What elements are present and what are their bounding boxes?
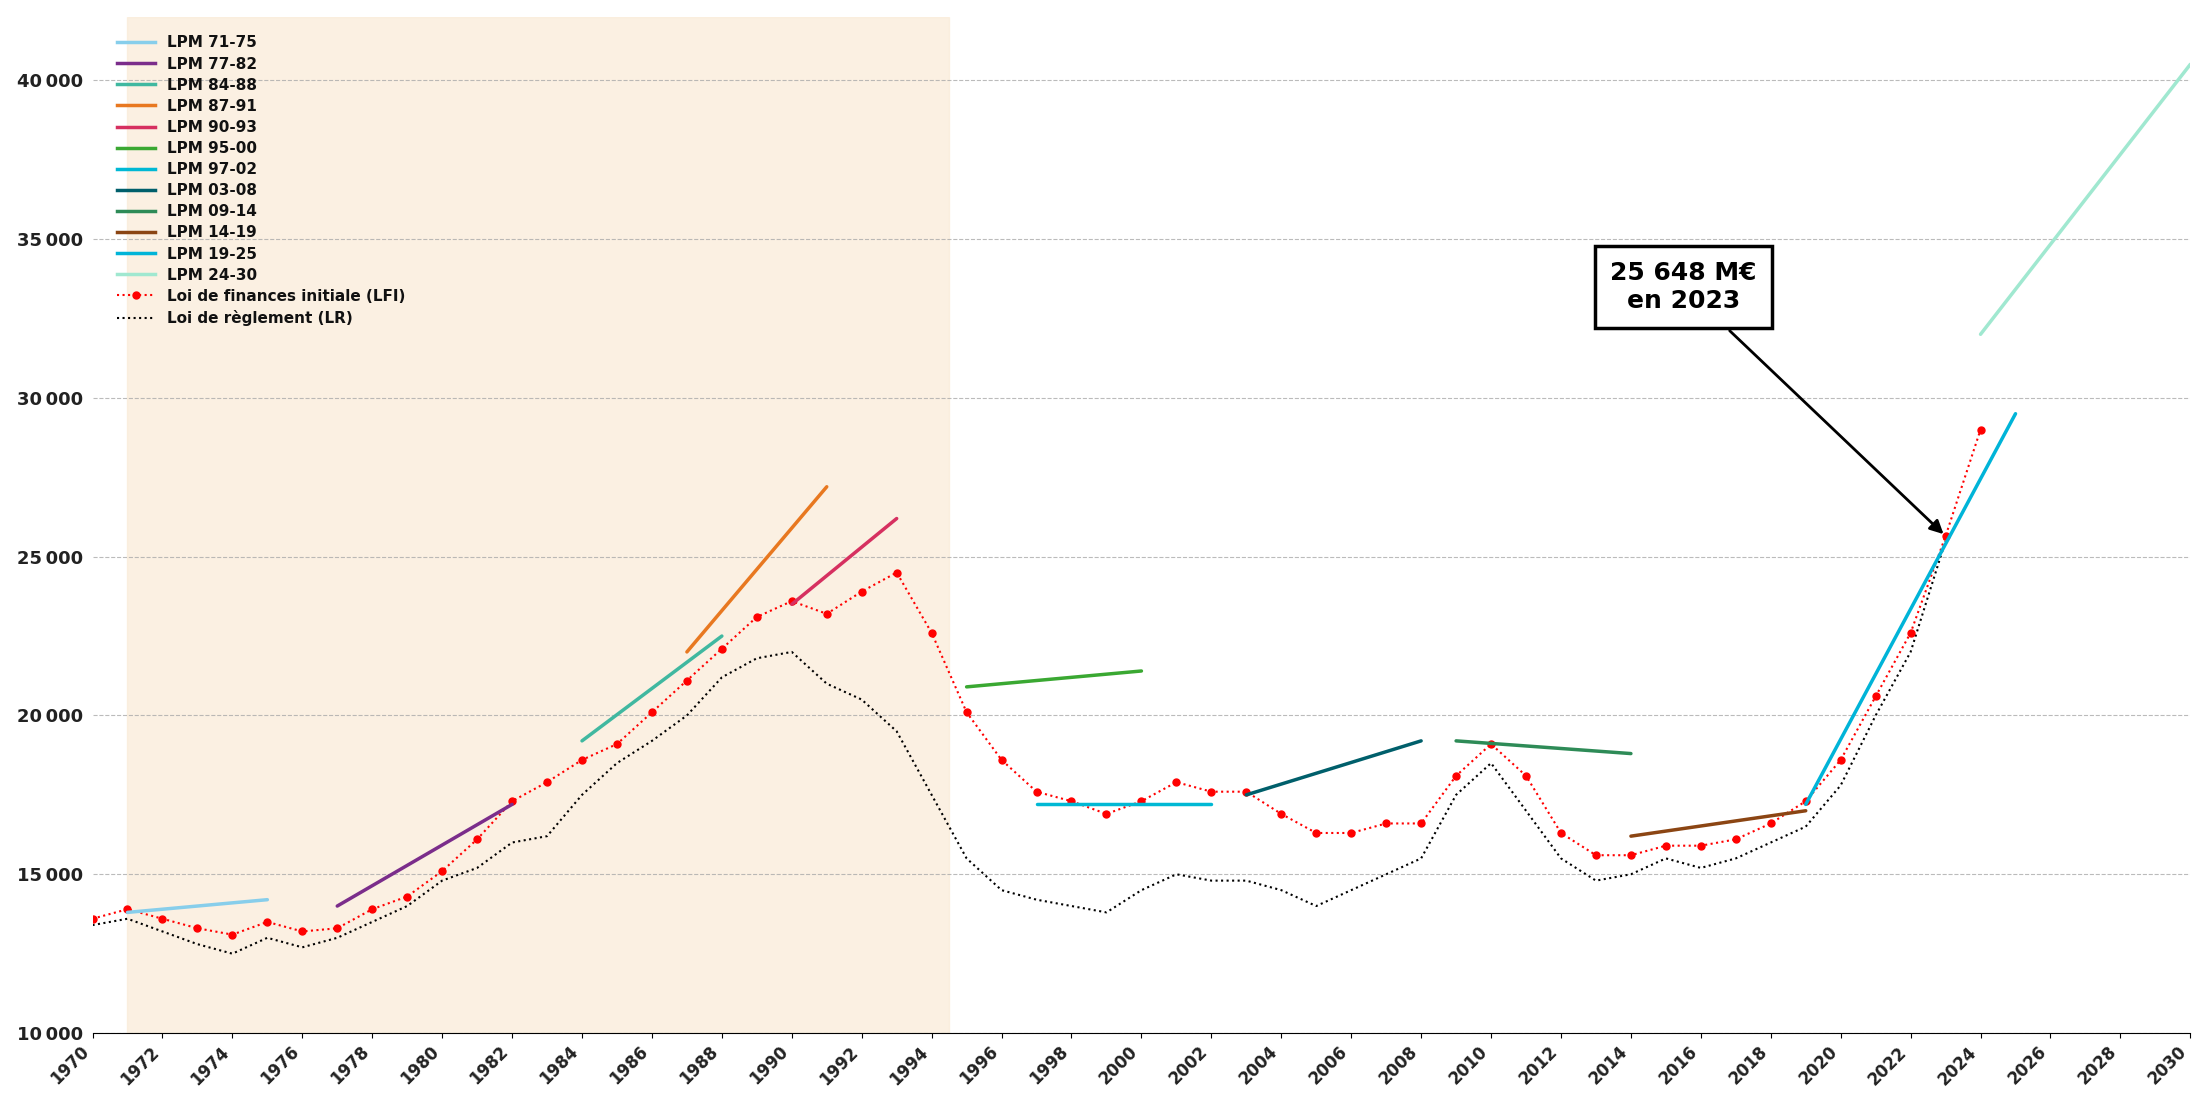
- LPM 03-08: [1408, 734, 1435, 747]
- Line: LPM 77-82: LPM 77-82: [338, 804, 512, 906]
- LPM 95-00: [1128, 664, 1154, 677]
- Line: LPM 09-14: LPM 09-14: [1457, 740, 1631, 754]
- LPM 77-82: [499, 798, 525, 811]
- Line: LPM 19-25: LPM 19-25: [1805, 413, 2015, 804]
- Loi de règlement (LR): [1373, 867, 1399, 881]
- Loi de finances initiale (LFI): [1792, 794, 1819, 808]
- Bar: [128, 17, 949, 1033]
- Loi de finances initiale (LFI): [569, 754, 596, 767]
- Line: Loi de règlement (LR): Loi de règlement (LR): [93, 540, 1947, 954]
- Loi de règlement (LR): [218, 947, 245, 960]
- Line: Loi de finances initiale (LFI): Loi de finances initiale (LFI): [88, 427, 1984, 938]
- LPM 87-91: [814, 481, 841, 494]
- LPM 84-88: [569, 734, 596, 747]
- LPM 97-02: [1024, 798, 1051, 811]
- Line: LPM 14-19: LPM 14-19: [1631, 811, 1805, 836]
- Loi de règlement (LR): [1198, 874, 1225, 887]
- LPM 71-75: [254, 893, 280, 906]
- LPM 84-88: [708, 630, 735, 643]
- LPM 14-19: [1618, 830, 1644, 843]
- LPM 03-08: [1234, 788, 1260, 801]
- LPM 09-14: [1443, 734, 1470, 747]
- LPM 19-25: [2002, 407, 2028, 420]
- LPM 14-19: [1792, 804, 1819, 818]
- Line: LPM 87-91: LPM 87-91: [686, 487, 828, 652]
- LPM 90-93: [779, 598, 806, 611]
- Text: 25 648 M€
en 2023: 25 648 M€ en 2023: [1611, 261, 1942, 532]
- Loi de finances initiale (LFI): [218, 928, 245, 941]
- Loi de règlement (LR): [1128, 884, 1154, 897]
- LPM 95-00: [953, 681, 980, 694]
- LPM 90-93: [883, 512, 909, 525]
- LPM 77-82: [324, 899, 351, 913]
- Loi de finances initiale (LFI): [463, 833, 490, 846]
- Legend: LPM 71-75, LPM 77-82, LPM 84-88, LPM 87-91, LPM 90-93, LPM 95-00, LPM 97-02, LPM: LPM 71-75, LPM 77-82, LPM 84-88, LPM 87-…: [110, 30, 413, 333]
- Line: LPM 03-08: LPM 03-08: [1247, 740, 1421, 794]
- Loi de finances initiale (LFI): [79, 912, 106, 925]
- Line: LPM 84-88: LPM 84-88: [583, 636, 722, 740]
- LPM 24-30: [2176, 57, 2203, 71]
- Line: LPM 95-00: LPM 95-00: [967, 671, 1141, 687]
- LPM 71-75: [115, 906, 141, 919]
- Line: LPM 90-93: LPM 90-93: [792, 518, 896, 604]
- Loi de règlement (LR): [1933, 534, 1960, 547]
- Loi de finances initiale (LFI): [1966, 423, 1993, 436]
- LPM 87-91: [673, 645, 700, 659]
- Loi de finances initiale (LFI): [324, 922, 351, 935]
- Line: LPM 71-75: LPM 71-75: [128, 899, 267, 913]
- Loi de règlement (LR): [1234, 874, 1260, 887]
- Loi de règlement (LR): [814, 677, 841, 691]
- Line: LPM 24-30: LPM 24-30: [1980, 64, 2189, 335]
- LPM 97-02: [1198, 798, 1225, 811]
- Loi de règlement (LR): [79, 918, 106, 932]
- LPM 24-30: [1966, 328, 1993, 341]
- Loi de finances initiale (LFI): [814, 607, 841, 620]
- Loi de règlement (LR): [428, 874, 455, 887]
- LPM 19-25: [1792, 798, 1819, 811]
- Loi de finances initiale (LFI): [1933, 529, 1960, 543]
- LPM 09-14: [1618, 747, 1644, 760]
